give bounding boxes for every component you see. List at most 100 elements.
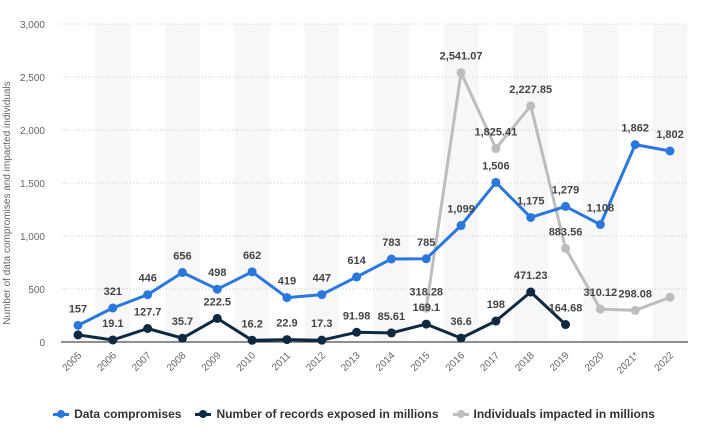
data-label: 222.5 [204,296,232,308]
data-label: 91.98 [343,310,371,322]
x-tick-label: 2015 [409,350,433,374]
y-axis-label: Number of data compromises and impacted … [2,81,13,324]
data-label: 614 [347,255,366,267]
data-point [421,319,431,329]
x-tick-label: 2014 [374,350,398,374]
data-label: 1,108 [587,203,615,215]
x-tick-label: 2021* [615,350,641,376]
legend-item-data-compromises[interactable]: Data compromises [53,407,181,421]
data-point [630,305,640,315]
data-point [143,290,153,300]
data-label: 169.1 [412,302,440,314]
data-point [526,212,536,222]
data-label: 298.08 [618,288,652,300]
data-label: 1,862 [621,123,649,135]
data-label: 2,541.07 [440,51,483,63]
column-band [165,24,200,342]
x-tick-label: 2017 [478,350,502,374]
data-point [282,335,292,345]
data-label: 164.68 [549,303,583,315]
column-band [234,24,270,342]
data-label: 1,802 [656,129,684,141]
legend-swatch-icon [53,410,70,418]
data-label: 310.12 [584,287,618,299]
legend: Data compromises Number of records expos… [0,407,708,421]
x-tick-label: 2011 [270,350,293,373]
x-tick-label: 2012 [304,350,328,374]
data-label: 321 [104,286,122,298]
x-tick-label: 2022 [653,350,677,374]
y-tick-label: 2,000 [20,126,45,137]
data-point [561,201,571,211]
data-point [491,144,501,154]
data-point [212,313,222,323]
data-label: 447 [313,273,331,285]
data-point [73,330,83,340]
data-point [247,267,257,277]
data-point [282,293,292,303]
data-label: 22.9 [276,318,297,330]
data-point [595,220,605,230]
data-label: 1,175 [517,195,545,207]
series-line-0 [77,143,671,327]
legend-swatch-icon [195,410,212,418]
data-label: 1,506 [482,160,510,172]
data-label: 2,227.85 [509,84,552,96]
data-label: 1,279 [552,184,580,196]
x-tick-label: 2018 [513,350,537,374]
y-tick-label: 2,500 [20,73,45,84]
data-point [526,287,536,297]
y-tick-label: 0 [39,338,45,349]
data-point [595,304,605,314]
data-label: 127.7 [134,306,162,318]
data-point [352,327,362,337]
line-chart: 0 500 1,000 1,500 2,000 2,500 3,000 Number of d… [2,20,688,377]
data-point [352,272,362,282]
data-point [73,320,83,330]
data-point [630,140,640,150]
data-point [665,146,675,156]
legend-item-individuals-impacted[interactable]: Individuals impacted in millions [452,407,655,421]
data-label: 198 [487,299,505,311]
data-point [526,101,536,111]
data-point [456,333,466,343]
data-point [108,303,118,313]
data-label: 446 [138,273,156,285]
data-point [561,243,571,253]
data-point [491,316,501,326]
data-label: 498 [208,267,226,279]
y-tick-label: 500 [28,285,45,296]
data-point [421,254,431,264]
data-label: 85.61 [378,311,406,323]
legend-label: Individuals impacted in millions [473,407,655,421]
x-tick-label: 2006 [95,350,119,374]
data-point [247,335,257,345]
data-label: 35.7 [172,316,193,328]
data-point [108,335,118,345]
x-tick-label: 2005 [61,350,85,374]
data-point [143,323,153,333]
data-label: 16.2 [241,318,262,330]
data-point [665,292,675,302]
data-label: 157 [69,303,87,315]
x-tick-label: 2016 [444,350,468,374]
legend-item-records-exposed[interactable]: Number of records exposed in millions [195,407,439,421]
data-point [177,267,187,277]
data-point [212,284,222,294]
x-tick-label: 2008 [165,350,189,374]
data-label: 656 [173,250,191,262]
legend-label: Data compromises [74,407,182,421]
data-point [317,290,327,300]
data-label: 17.3 [311,318,332,330]
data-point [561,320,571,330]
y-tick-label: 1,500 [20,179,45,190]
legend-swatch-icon [452,410,469,418]
legend-label: Number of records exposed in millions [216,407,439,421]
data-label: 318.28 [409,286,443,298]
data-point [386,328,396,338]
x-tick-label: 2010 [235,350,259,374]
series-line-2 [424,71,671,312]
data-label: 1,825.41 [474,127,517,139]
data-point [456,221,466,231]
data-label: 1,099 [447,204,475,216]
